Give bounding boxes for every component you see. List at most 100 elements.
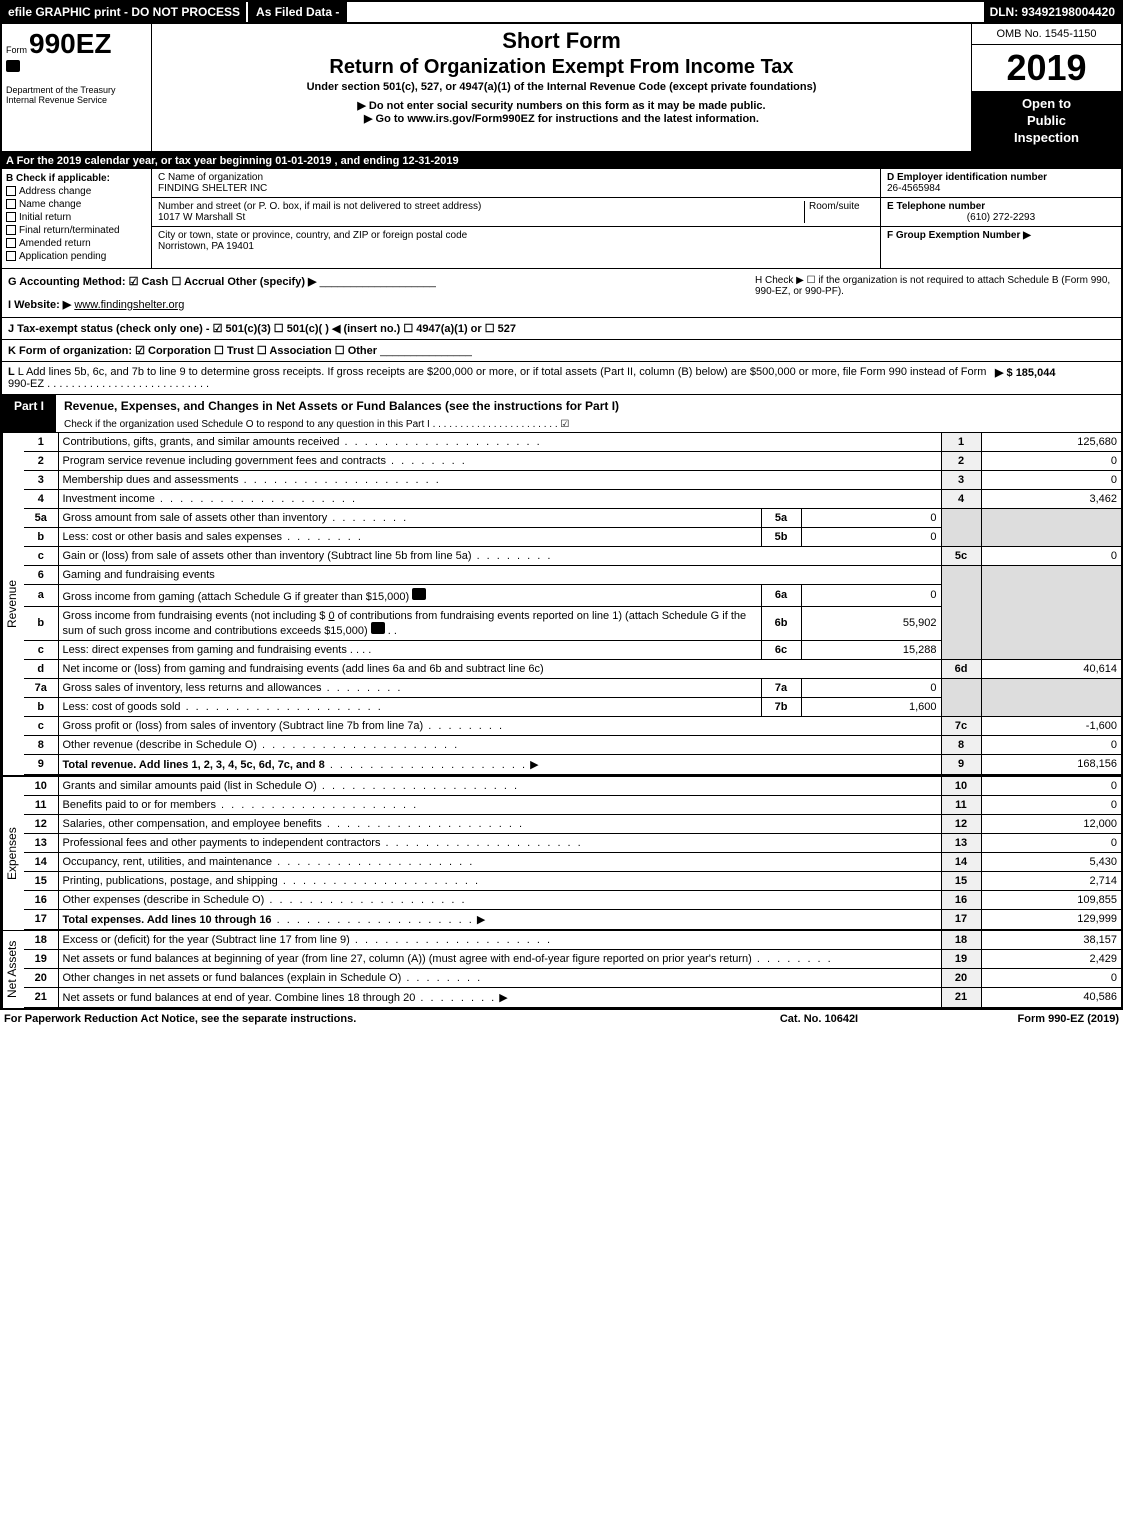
net-assets-vertical-label: Net Assets <box>2 931 24 1008</box>
line-1: 1 Contributions, gifts, grants, and simi… <box>24 433 1121 452</box>
section-b-label: B Check if applicable: <box>6 173 110 184</box>
line-11-value: 0 <box>981 795 1121 814</box>
efile-icon <box>6 60 20 72</box>
form-header: Form 990EZ Department of the Treasury In… <box>2 24 1121 153</box>
line-6b-value: 55,902 <box>801 606 941 640</box>
part-1-check: Check if the organization used Schedule … <box>56 417 1121 432</box>
expenses-table: 10Grants and similar amounts paid (list … <box>24 777 1121 930</box>
cb-final-return[interactable] <box>6 225 16 235</box>
line-7c-value: -1,600 <box>981 716 1121 735</box>
line-5a-value: 0 <box>801 508 941 527</box>
top-bar: efile GRAPHIC print - DO NOT PROCESS As … <box>2 2 1121 24</box>
dln-number: DLN: 93492198004420 <box>984 2 1121 22</box>
cb-initial-return[interactable] <box>6 212 16 222</box>
website-link[interactable]: www.findingshelter.org <box>74 299 184 311</box>
form-prefix: Form <box>6 45 27 55</box>
header-left: Form 990EZ Department of the Treasury In… <box>2 24 152 151</box>
revenue-table: 1 Contributions, gifts, grants, and simi… <box>24 433 1121 775</box>
line-12-value: 12,000 <box>981 814 1121 833</box>
return-title: Return of Organization Exempt From Incom… <box>160 56 963 79</box>
cb-name-change[interactable] <box>6 199 16 209</box>
line-19: 19Net assets or fund balances at beginni… <box>24 949 1121 968</box>
line-10-value: 0 <box>981 777 1121 796</box>
line-15: 15Printing, publications, postage, and s… <box>24 871 1121 890</box>
line-15-value: 2,714 <box>981 871 1121 890</box>
instructions-link[interactable]: ▶ Go to www.irs.gov/Form990EZ for instru… <box>160 112 963 125</box>
line-17-value: 129,999 <box>981 909 1121 929</box>
row-k-form-org: K Form of organization: ☑ Corporation ☐ … <box>2 340 1121 362</box>
cb-address-change[interactable] <box>6 186 16 196</box>
part-1-header: Part I Revenue, Expenses, and Changes in… <box>2 395 1121 433</box>
line-7a: 7a Gross sales of inventory, less return… <box>24 678 1121 697</box>
line-7c: c Gross profit or (loss) from sales of i… <box>24 716 1121 735</box>
form-number: 990EZ <box>29 28 112 60</box>
efile-notice: efile GRAPHIC print - DO NOT PROCESS <box>2 2 246 22</box>
dept-label: Department of the Treasury <box>6 85 147 95</box>
cat-number: Cat. No. 10642I <box>719 1013 919 1025</box>
name-label: C Name of organization <box>158 172 874 183</box>
group-exemption-label: F Group Exemption Number ▶ <box>887 230 1031 241</box>
top-bar-spacer <box>349 2 983 22</box>
cb-amended[interactable] <box>6 238 16 248</box>
page-footer: For Paperwork Reduction Act Notice, see … <box>0 1010 1123 1028</box>
line-5a: 5a Gross amount from sale of assets othe… <box>24 508 1121 527</box>
room-suite-label: Room/suite <box>804 201 874 223</box>
city-label: City or town, state or province, country… <box>158 230 874 241</box>
line-a-tax-year: A For the 2019 calendar year, or tax yea… <box>2 153 1121 169</box>
accounting-method: G Accounting Method: ☑ Cash ☐ Accrual Ot… <box>8 276 317 288</box>
expenses-vertical-label: Expenses <box>2 777 24 930</box>
revenue-vertical-label: Revenue <box>2 433 24 775</box>
line-13-value: 0 <box>981 833 1121 852</box>
line-6d: d Net income or (loss) from gaming and f… <box>24 659 1121 678</box>
line-8-value: 0 <box>981 735 1121 754</box>
line-4-value: 3,462 <box>981 489 1121 508</box>
line-6d-value: 40,614 <box>981 659 1121 678</box>
part-1-label: Part I <box>2 395 56 432</box>
line-17: 17Total expenses. Add lines 10 through 1… <box>24 909 1121 929</box>
line-6a-value: 0 <box>801 584 941 606</box>
line-16-value: 109,855 <box>981 890 1121 909</box>
line-21-value: 40,586 <box>981 987 1121 1007</box>
line-2: 2 Program service revenue including gove… <box>24 451 1121 470</box>
line-8: 8 Other revenue (describe in Schedule O)… <box>24 735 1121 754</box>
cb-application-pending[interactable] <box>6 251 16 261</box>
line-4: 4 Investment income 4 3,462 <box>24 489 1121 508</box>
expenses-section: Expenses 10Grants and similar amounts pa… <box>2 775 1121 930</box>
line-20: 20Other changes in net assets or fund ba… <box>24 968 1121 987</box>
open-public-badge: Open to Public Inspection <box>972 92 1121 151</box>
section-b-checkboxes: B Check if applicable: Address change Na… <box>2 169 152 268</box>
line-7a-value: 0 <box>801 678 941 697</box>
line-14: 14Occupancy, rent, utilities, and mainte… <box>24 852 1121 871</box>
line-10: 10Grants and similar amounts paid (list … <box>24 777 1121 796</box>
line-1-value: 125,680 <box>981 433 1121 452</box>
org-address: 1017 W Marshall St <box>158 212 804 223</box>
net-assets-section: Net Assets 18Excess or (deficit) for the… <box>2 930 1121 1008</box>
header-right: OMB No. 1545-1150 2019 Open to Public In… <box>971 24 1121 151</box>
as-filed-label: As Filed Data - <box>246 2 349 22</box>
line-2-value: 0 <box>981 451 1121 470</box>
schedule-icon <box>371 622 385 634</box>
line-13: 13Professional fees and other payments t… <box>24 833 1121 852</box>
header-center: Short Form Return of Organization Exempt… <box>152 24 971 151</box>
ssn-warning: ▶ Do not enter social security numbers o… <box>160 99 963 112</box>
gross-receipts-amount: ▶ $ 185,044 <box>995 366 1115 390</box>
paperwork-notice: For Paperwork Reduction Act Notice, see … <box>4 1013 719 1025</box>
irs-label: Internal Revenue Service <box>6 95 147 105</box>
line-18-value: 38,157 <box>981 931 1121 950</box>
phone-value: (610) 272-2293 <box>887 212 1115 223</box>
part-1-title: Revenue, Expenses, and Changes in Net As… <box>56 395 1121 417</box>
line-3-value: 0 <box>981 470 1121 489</box>
org-name: FINDING SHELTER INC <box>158 183 874 194</box>
line-11: 11Benefits paid to or for members110 <box>24 795 1121 814</box>
ein-value: 26-4565984 <box>887 183 940 194</box>
line-19-value: 2,429 <box>981 949 1121 968</box>
line-14-value: 5,430 <box>981 852 1121 871</box>
org-info-section: B Check if applicable: Address change Na… <box>2 169 1121 269</box>
short-form-title: Short Form <box>160 28 963 54</box>
schedule-icon <box>412 588 426 600</box>
line-20-value: 0 <box>981 968 1121 987</box>
line-21: 21Net assets or fund balances at end of … <box>24 987 1121 1007</box>
website-label: I Website: ▶ <box>8 299 71 311</box>
phone-label: E Telephone number <box>887 201 985 212</box>
line-9: 9 Total revenue. Add lines 1, 2, 3, 4, 5… <box>24 754 1121 774</box>
